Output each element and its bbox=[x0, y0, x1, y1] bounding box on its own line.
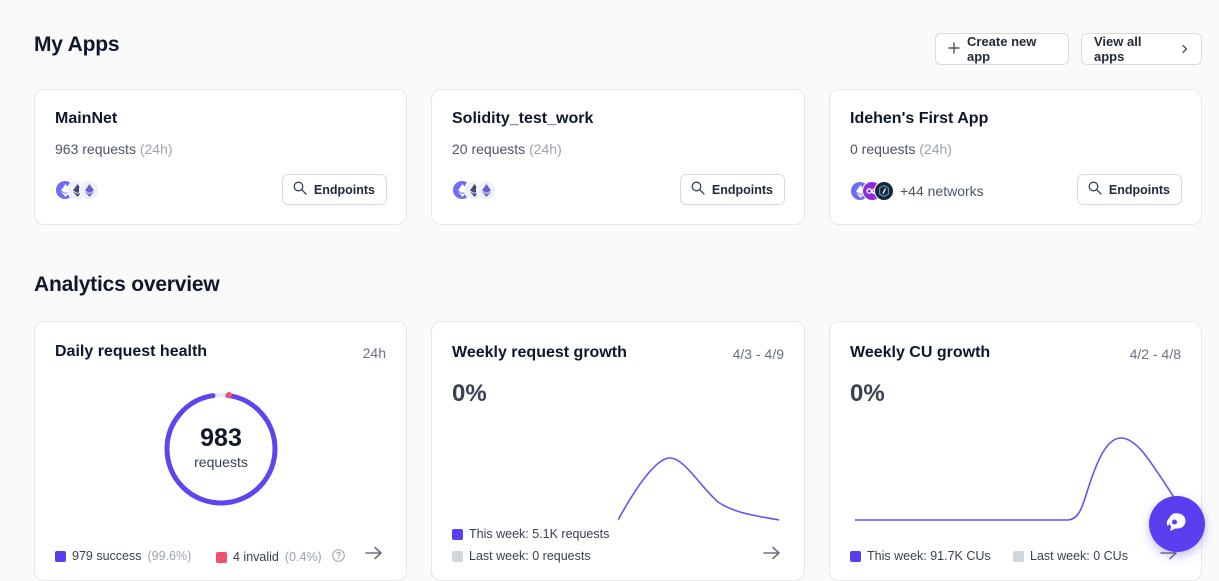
growth-percent: 0% bbox=[850, 380, 885, 407]
endpoints-button[interactable]: Endpoints bbox=[679, 174, 785, 205]
last-week-swatch bbox=[452, 550, 463, 562]
my-apps-title: My Apps bbox=[34, 33, 120, 56]
search-icon bbox=[293, 181, 307, 198]
last-week-swatch bbox=[1013, 550, 1024, 562]
card-title: Weekly request growth bbox=[452, 344, 627, 361]
chevron-right-icon bbox=[1181, 42, 1189, 57]
app-name: Idehen's First App bbox=[850, 110, 989, 127]
more-networks-count: +44 networks bbox=[900, 183, 984, 199]
daily-request-health-card: Daily request health 24h 983 requests 97… bbox=[34, 321, 407, 581]
date-range: 4/2 - 4/8 bbox=[1129, 346, 1181, 362]
success-swatch bbox=[55, 550, 66, 562]
arrow-right-icon[interactable] bbox=[763, 546, 781, 565]
endpoints-button[interactable]: Endpoints bbox=[281, 174, 387, 205]
this-week-value: This week: 5.1K requests bbox=[469, 527, 610, 541]
card-title: Weekly CU growth bbox=[850, 344, 991, 361]
endpoints-label: Endpoints bbox=[313, 182, 375, 197]
invalid-swatch bbox=[216, 551, 227, 563]
create-new-app-button[interactable]: Create new app bbox=[935, 33, 1069, 65]
search-icon bbox=[691, 181, 705, 198]
weekly-cu-growth-card: Weekly CU growth 4/2 - 4/8 0% This week:… bbox=[829, 321, 1202, 581]
app-name: MainNet bbox=[55, 110, 118, 127]
success-percent: (99.6%) bbox=[147, 549, 192, 563]
this-week-swatch bbox=[452, 528, 463, 540]
view-all-apps-label: View all apps bbox=[1094, 34, 1142, 64]
view-all-apps-button[interactable]: View all apps bbox=[1081, 33, 1202, 65]
app-request-count: 963 requests bbox=[55, 141, 136, 157]
app-request-count: 20 requests bbox=[452, 141, 526, 157]
app-card-mainnet[interactable]: MainNet 963 requests (24h) Endpoints bbox=[34, 89, 407, 225]
chat-icon bbox=[1165, 510, 1189, 539]
endpoints-button[interactable]: Endpoints bbox=[1076, 174, 1182, 205]
search-icon bbox=[1088, 181, 1102, 198]
app-requests: 963 requests (24h) bbox=[55, 141, 173, 157]
network-icons: +44 networks bbox=[850, 180, 984, 202]
help-icon[interactable] bbox=[331, 549, 345, 565]
total-requests-value: 983 bbox=[200, 424, 242, 452]
network-icons bbox=[452, 179, 496, 201]
app-card-idehens-first-app[interactable]: Idehen's First App 0 requests (24h) +44 … bbox=[829, 89, 1202, 225]
total-requests-label: requests bbox=[194, 454, 248, 470]
card-title: Daily request health bbox=[55, 343, 208, 360]
success-count: 979 success bbox=[72, 549, 142, 563]
request-health-ring bbox=[164, 392, 278, 506]
invalid-percent: (0.4%) bbox=[284, 550, 322, 564]
app-requests: 0 requests (24h) bbox=[850, 141, 952, 157]
create-new-app-label: Create new app bbox=[967, 34, 1037, 64]
weekly-request-growth-card: Weekly request growth 4/3 - 4/9 0% This … bbox=[431, 321, 805, 581]
this-week-line bbox=[855, 437, 1177, 521]
success-legend: 979 success (99.6%) bbox=[55, 549, 191, 563]
last-week-value: Last week: 0 requests bbox=[469, 549, 591, 563]
chat-fab-button[interactable] bbox=[1149, 496, 1205, 552]
app-request-count: 0 requests bbox=[850, 141, 916, 157]
weekly-cu-sparkline bbox=[855, 437, 1177, 521]
this-week-value: This week: 91.7K CUs bbox=[867, 549, 991, 563]
last-week-legend: Last week: 0 CUs bbox=[1013, 549, 1128, 563]
this-week-swatch bbox=[850, 550, 861, 562]
last-week-legend: Last week: 0 requests bbox=[452, 549, 591, 563]
endpoints-label: Endpoints bbox=[711, 182, 773, 197]
arrow-right-icon[interactable] bbox=[365, 546, 383, 565]
network-icons bbox=[55, 179, 99, 201]
invalid-marker bbox=[225, 392, 232, 398]
plus-icon bbox=[948, 41, 960, 57]
analytics-overview-title: Analytics overview bbox=[34, 273, 220, 296]
ethereum-testnet-icon bbox=[79, 180, 99, 200]
app-name: Solidity_test_work bbox=[452, 110, 594, 127]
invalid-legend: 4 invalid (0.4%) bbox=[216, 549, 345, 565]
app-request-window: (24h) bbox=[919, 141, 952, 157]
app-card-solidity-test-work[interactable]: Solidity_test_work 20 requests (24h) End… bbox=[431, 89, 805, 225]
app-request-window: (24h) bbox=[529, 141, 562, 157]
last-week-value: Last week: 0 CUs bbox=[1030, 549, 1128, 563]
date-range: 4/3 - 4/9 bbox=[732, 346, 784, 362]
arbitrum-icon bbox=[874, 181, 894, 201]
this-week-legend: This week: 5.1K requests bbox=[452, 527, 609, 541]
endpoints-label: Endpoints bbox=[1108, 182, 1170, 197]
app-requests: 20 requests (24h) bbox=[452, 141, 562, 157]
ethereum-testnet-icon bbox=[476, 180, 496, 200]
this-week-legend: This week: 91.7K CUs bbox=[850, 549, 991, 563]
time-range: 24h bbox=[362, 345, 386, 361]
app-request-window: (24h) bbox=[139, 141, 173, 157]
this-week-line bbox=[618, 457, 780, 521]
weekly-requests-sparkline bbox=[618, 457, 780, 521]
growth-percent: 0% bbox=[452, 380, 487, 407]
invalid-count: 4 invalid bbox=[233, 550, 279, 564]
success-arc bbox=[164, 392, 278, 506]
